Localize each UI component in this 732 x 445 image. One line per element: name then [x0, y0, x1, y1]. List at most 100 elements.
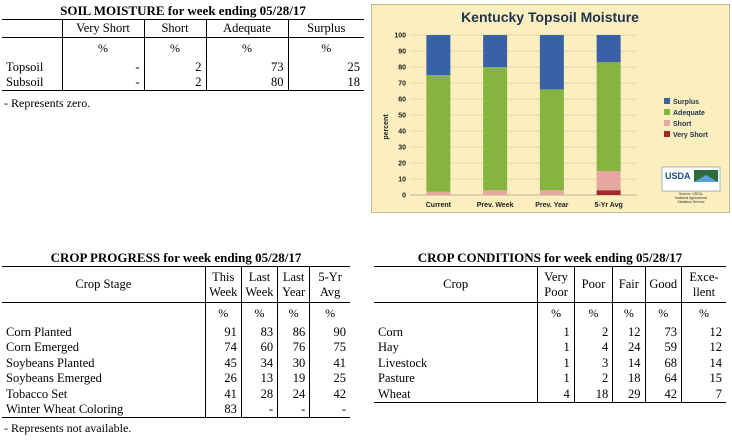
- legend-label: Adequate: [673, 110, 705, 117]
- table-row: Wheat 4 18 29 42 7: [374, 386, 726, 402]
- cell: 41: [333, 355, 347, 370]
- cell: 12: [709, 324, 723, 339]
- x-tick-label: 5-Yr Avg: [594, 202, 622, 209]
- cell: 45: [205, 355, 242, 371]
- cell: 24: [277, 386, 311, 402]
- row-label: Topsoil: [2, 59, 63, 75]
- header-line: 5-Yr: [318, 269, 342, 284]
- soil-header-surplus: Surplus: [307, 21, 346, 35]
- bar-segment: [426, 75, 451, 192]
- cell: 12: [709, 340, 723, 355]
- header-line: Year: [282, 284, 306, 299]
- soil-moisture-table: Very Short Short Adequate Surplus % % % …: [2, 19, 364, 91]
- cell: 26: [205, 371, 242, 387]
- unit-label: %: [62, 37, 145, 60]
- soil-header-adequate: Adequate: [206, 19, 289, 38]
- cell: 42: [645, 386, 682, 402]
- soil-header-very-short: Very Short: [62, 19, 145, 38]
- soil-header-blank: [2, 19, 63, 38]
- usda-logo: USDA Source: USDA, National Agricultural…: [661, 166, 721, 204]
- bar-segment: [539, 89, 564, 191]
- cell: 15: [709, 371, 723, 386]
- legend-swatch: [664, 98, 670, 104]
- table-row: Winter Wheat Coloring 83- - -: [2, 402, 350, 418]
- cell: 19: [277, 371, 311, 387]
- cell: 18: [612, 371, 646, 387]
- y-tick-label: 50: [398, 113, 406, 120]
- y-tick-label: 70: [398, 81, 406, 88]
- cell: 4: [574, 340, 614, 356]
- cell: 59: [645, 340, 682, 356]
- cell: 76: [277, 340, 311, 356]
- crop-conditions-table: Crop Very Poor Poor Fair Good Exce-llent …: [374, 266, 726, 403]
- conditions-header-row: Crop Very Poor Poor Fair Good Exce-llent: [374, 266, 726, 303]
- cell: 86: [277, 324, 311, 340]
- row-label: Soybeans Planted: [2, 355, 206, 371]
- cell: 14: [612, 355, 646, 371]
- cell: 13: [241, 371, 279, 387]
- logo-caption-line: Statistics Service: [677, 200, 704, 204]
- cell: 83: [241, 324, 279, 340]
- row-label: Tobacco Set: [2, 386, 206, 402]
- cell: 91: [205, 324, 242, 340]
- cell: 24: [612, 340, 646, 356]
- conditions-header-good: Good: [645, 266, 682, 303]
- cell: 25: [333, 371, 347, 386]
- cell: 74: [205, 340, 242, 356]
- cell: 1: [537, 355, 575, 371]
- cell: 7: [715, 386, 722, 401]
- cell: 3: [574, 355, 614, 371]
- conditions-header-excellent: Exce-llent: [681, 267, 726, 303]
- conditions-unit-row: % % % % %: [374, 302, 726, 325]
- soil-note: - Represents zero.: [4, 96, 91, 110]
- conditions-header-poor: Poor: [574, 266, 614, 303]
- row-label: Wheat: [374, 386, 539, 402]
- cell: -: [62, 59, 145, 75]
- legend-label: Short: [673, 121, 692, 128]
- header-line: Last: [282, 269, 305, 284]
- cell: 41: [205, 386, 242, 402]
- cell: 75: [333, 340, 347, 355]
- soil-header-short: Short: [144, 19, 207, 38]
- conditions-header-fair: Fair: [612, 266, 646, 303]
- progress-header-last-year: Last Year: [277, 266, 311, 303]
- table-row: Livestock 1 3 14 68 14: [374, 355, 726, 371]
- cell: 18: [574, 386, 614, 402]
- x-tick-label: Prev. Year: [535, 202, 568, 209]
- logo-caption-line: National Agricultural: [675, 196, 707, 200]
- table-row: Corn Emerged 74 60 76 75: [2, 340, 350, 356]
- unit-label: %: [321, 41, 332, 56]
- header-line: Week: [245, 284, 274, 299]
- header-line: Last: [248, 269, 271, 284]
- unit-label: %: [325, 306, 336, 321]
- header-line: Poor: [544, 284, 568, 299]
- cell: 42: [333, 386, 347, 401]
- header-line: Very: [544, 269, 568, 284]
- x-tick-label: Prev. Week: [477, 202, 514, 209]
- progress-header-5yr-avg: 5-Yr Avg: [310, 267, 350, 303]
- row-label: Corn Planted: [2, 324, 206, 340]
- bar-segment: [596, 62, 621, 172]
- soil-unit-row: % % % %: [2, 37, 364, 60]
- table-row: Soybeans Planted 45 34 30 41: [2, 355, 350, 371]
- unit-label: %: [241, 302, 279, 325]
- conditions-header-very-poor: Very Poor: [537, 266, 575, 303]
- table-row: Pasture 1 2 18 64 15: [374, 371, 726, 387]
- progress-unit-row: % % % %: [2, 302, 350, 325]
- legend-label: Surplus: [673, 99, 699, 106]
- cell: -: [277, 402, 311, 418]
- legend-swatch: [664, 109, 670, 115]
- bar-segment: [539, 35, 564, 90]
- cell: 73: [206, 59, 289, 75]
- cell: 18: [347, 74, 361, 89]
- cell: 83: [205, 402, 242, 418]
- y-tick-label: 20: [398, 161, 406, 168]
- logo-caption-line: Source: USDA,: [679, 192, 703, 196]
- cell: 1: [537, 371, 575, 387]
- header-line: Avg: [319, 284, 341, 299]
- unit-label: %: [205, 302, 242, 325]
- row-label: Hay: [374, 340, 539, 356]
- progress-header-last-week: Last Week: [241, 266, 279, 303]
- cell: 1: [537, 324, 575, 340]
- unit-label: %: [698, 306, 709, 321]
